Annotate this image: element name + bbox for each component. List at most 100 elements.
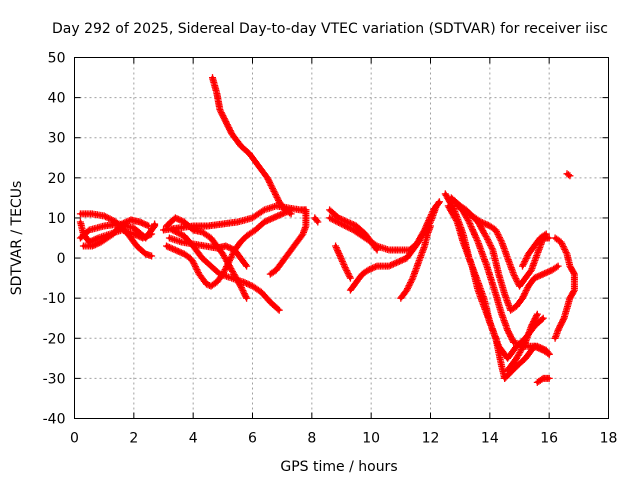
data-point-marker bbox=[521, 290, 529, 298]
series-s3 bbox=[79, 216, 153, 250]
data-point-marker bbox=[522, 255, 530, 263]
data-point-marker bbox=[203, 280, 210, 288]
data-point-marker bbox=[217, 107, 225, 115]
data-point-marker bbox=[219, 112, 227, 120]
y-axis-label: SDTVAR / TECUs bbox=[9, 181, 25, 296]
data-point-marker bbox=[216, 106, 224, 114]
data-point-marker bbox=[143, 221, 151, 229]
data-point-marker bbox=[558, 240, 566, 247]
data-point-marker bbox=[520, 291, 528, 299]
series-s26 bbox=[533, 374, 553, 386]
data-point-marker bbox=[538, 315, 546, 323]
data-point-marker bbox=[428, 209, 436, 217]
data-point-marker bbox=[542, 230, 550, 238]
data-point-marker bbox=[226, 125, 233, 133]
data-point-marker bbox=[533, 312, 541, 320]
data-point-marker bbox=[533, 310, 541, 318]
data-point-marker bbox=[496, 234, 503, 241]
data-point-marker bbox=[193, 266, 201, 274]
data-point-marker bbox=[471, 232, 479, 240]
plot-frame bbox=[74, 57, 609, 419]
data-point-marker bbox=[520, 259, 528, 267]
data-point-marker bbox=[221, 266, 229, 274]
data-point-marker bbox=[225, 258, 233, 266]
y-tick-label: -30 bbox=[43, 371, 66, 387]
data-point-marker bbox=[473, 237, 481, 244]
data-point-marker bbox=[326, 214, 334, 222]
data-point-marker bbox=[341, 262, 348, 270]
series-s12 bbox=[311, 214, 322, 226]
data-point-marker bbox=[466, 221, 474, 229]
data-point-marker bbox=[488, 245, 496, 252]
data-point-marker bbox=[487, 242, 495, 249]
data-point-marker bbox=[554, 262, 562, 270]
data-point-marker bbox=[302, 206, 310, 214]
data-point-marker bbox=[269, 184, 276, 192]
data-point-marker bbox=[521, 256, 529, 264]
data-point-marker bbox=[427, 222, 434, 230]
data-point-marker bbox=[164, 243, 172, 251]
data-point-marker bbox=[189, 258, 197, 266]
data-point-marker bbox=[265, 177, 273, 185]
data-point-marker bbox=[223, 119, 230, 127]
data-point-marker bbox=[226, 127, 234, 135]
data-point-marker bbox=[130, 230, 138, 238]
data-point-marker bbox=[545, 350, 553, 358]
data-point-marker bbox=[332, 242, 340, 250]
data-point-marker bbox=[243, 294, 251, 302]
series-s15 bbox=[332, 242, 354, 282]
data-point-marker bbox=[496, 235, 504, 243]
y-tick-label: 20 bbox=[48, 171, 66, 187]
data-point-marker bbox=[507, 332, 515, 340]
data-point-marker bbox=[372, 241, 380, 249]
data-point-marker bbox=[528, 321, 536, 329]
data-point-marker bbox=[434, 199, 442, 207]
data-point-marker bbox=[177, 217, 185, 225]
data-point-marker bbox=[405, 282, 413, 290]
data-point-marker bbox=[340, 261, 348, 268]
data-point-marker bbox=[535, 344, 543, 352]
data-point-marker bbox=[239, 287, 247, 295]
data-point-marker bbox=[90, 241, 98, 249]
data-point-marker bbox=[469, 226, 476, 234]
data-point-marker bbox=[510, 272, 518, 280]
data-point-marker bbox=[484, 236, 492, 243]
data-point-marker bbox=[270, 187, 278, 195]
data-point-marker bbox=[246, 281, 253, 289]
data-point-marker bbox=[424, 218, 432, 226]
data-point-marker bbox=[515, 350, 523, 358]
data-point-marker bbox=[194, 267, 202, 275]
data-point-marker bbox=[142, 221, 150, 229]
data-point-marker bbox=[167, 244, 175, 252]
data-point-marker bbox=[228, 252, 236, 260]
data-point-marker bbox=[404, 283, 412, 291]
x-tick-label: 12 bbox=[422, 431, 440, 447]
data-point-marker bbox=[217, 109, 225, 117]
data-point-marker bbox=[545, 374, 553, 382]
data-point-marker bbox=[221, 116, 229, 124]
data-point-marker bbox=[335, 250, 343, 258]
series-layer bbox=[76, 74, 578, 386]
data-point-marker bbox=[346, 273, 354, 281]
y-tick-label: 0 bbox=[57, 251, 66, 267]
data-point-marker bbox=[541, 231, 549, 239]
data-point-marker bbox=[225, 124, 233, 132]
data-point-marker bbox=[266, 180, 274, 188]
data-point-marker bbox=[342, 265, 350, 273]
data-point-marker bbox=[567, 293, 575, 301]
data-point-marker bbox=[237, 284, 245, 292]
data-point-marker bbox=[275, 211, 283, 219]
data-point-marker bbox=[339, 259, 347, 267]
data-point-marker bbox=[425, 217, 433, 225]
series-trace bbox=[210, 75, 293, 216]
data-point-marker bbox=[558, 319, 566, 327]
data-point-marker bbox=[406, 280, 414, 288]
data-point-marker bbox=[565, 171, 572, 179]
series-s19 bbox=[444, 202, 509, 382]
x-tick-label: 10 bbox=[362, 431, 380, 447]
data-point-marker bbox=[191, 263, 199, 271]
data-point-marker bbox=[227, 254, 235, 262]
x-tick-label: 16 bbox=[540, 431, 558, 447]
data-point-marker bbox=[469, 227, 477, 235]
